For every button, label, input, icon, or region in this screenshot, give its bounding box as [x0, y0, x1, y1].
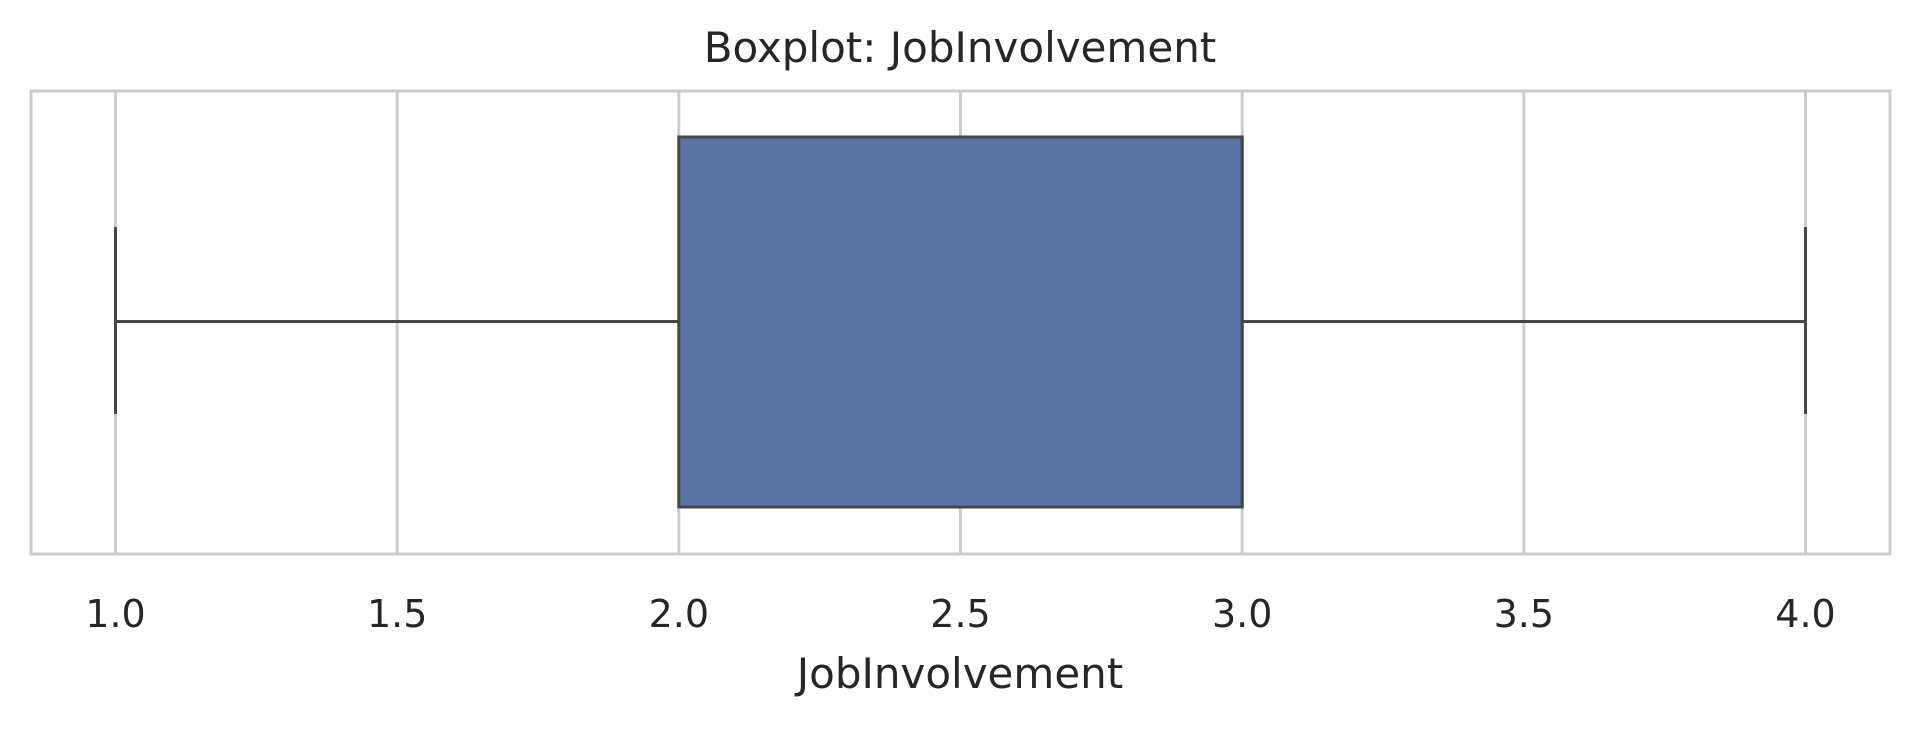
- x-axis-label: JobInvolvement: [794, 649, 1124, 698]
- plot-frame: [29, 89, 1892, 556]
- chart-title: Boxplot: JobInvolvement: [704, 23, 1217, 72]
- box-layer: [114, 135, 1807, 509]
- interquartile-box: [677, 135, 1244, 509]
- x-tick-label: 2.5: [930, 592, 990, 636]
- x-tick-label: 1.5: [367, 592, 427, 636]
- x-tick-label: 3.0: [1212, 592, 1272, 636]
- x-tick-label: 1.0: [85, 592, 145, 636]
- x-tick-label: 2.0: [649, 592, 709, 636]
- x-tick-label: 3.5: [1494, 592, 1554, 636]
- box-series-0: [114, 135, 1807, 509]
- x-tick-labels: 1.0 1.5 2.0 2.5 3.0 3.5 4.0: [85, 592, 1835, 636]
- x-tick-label: 4.0: [1775, 592, 1835, 636]
